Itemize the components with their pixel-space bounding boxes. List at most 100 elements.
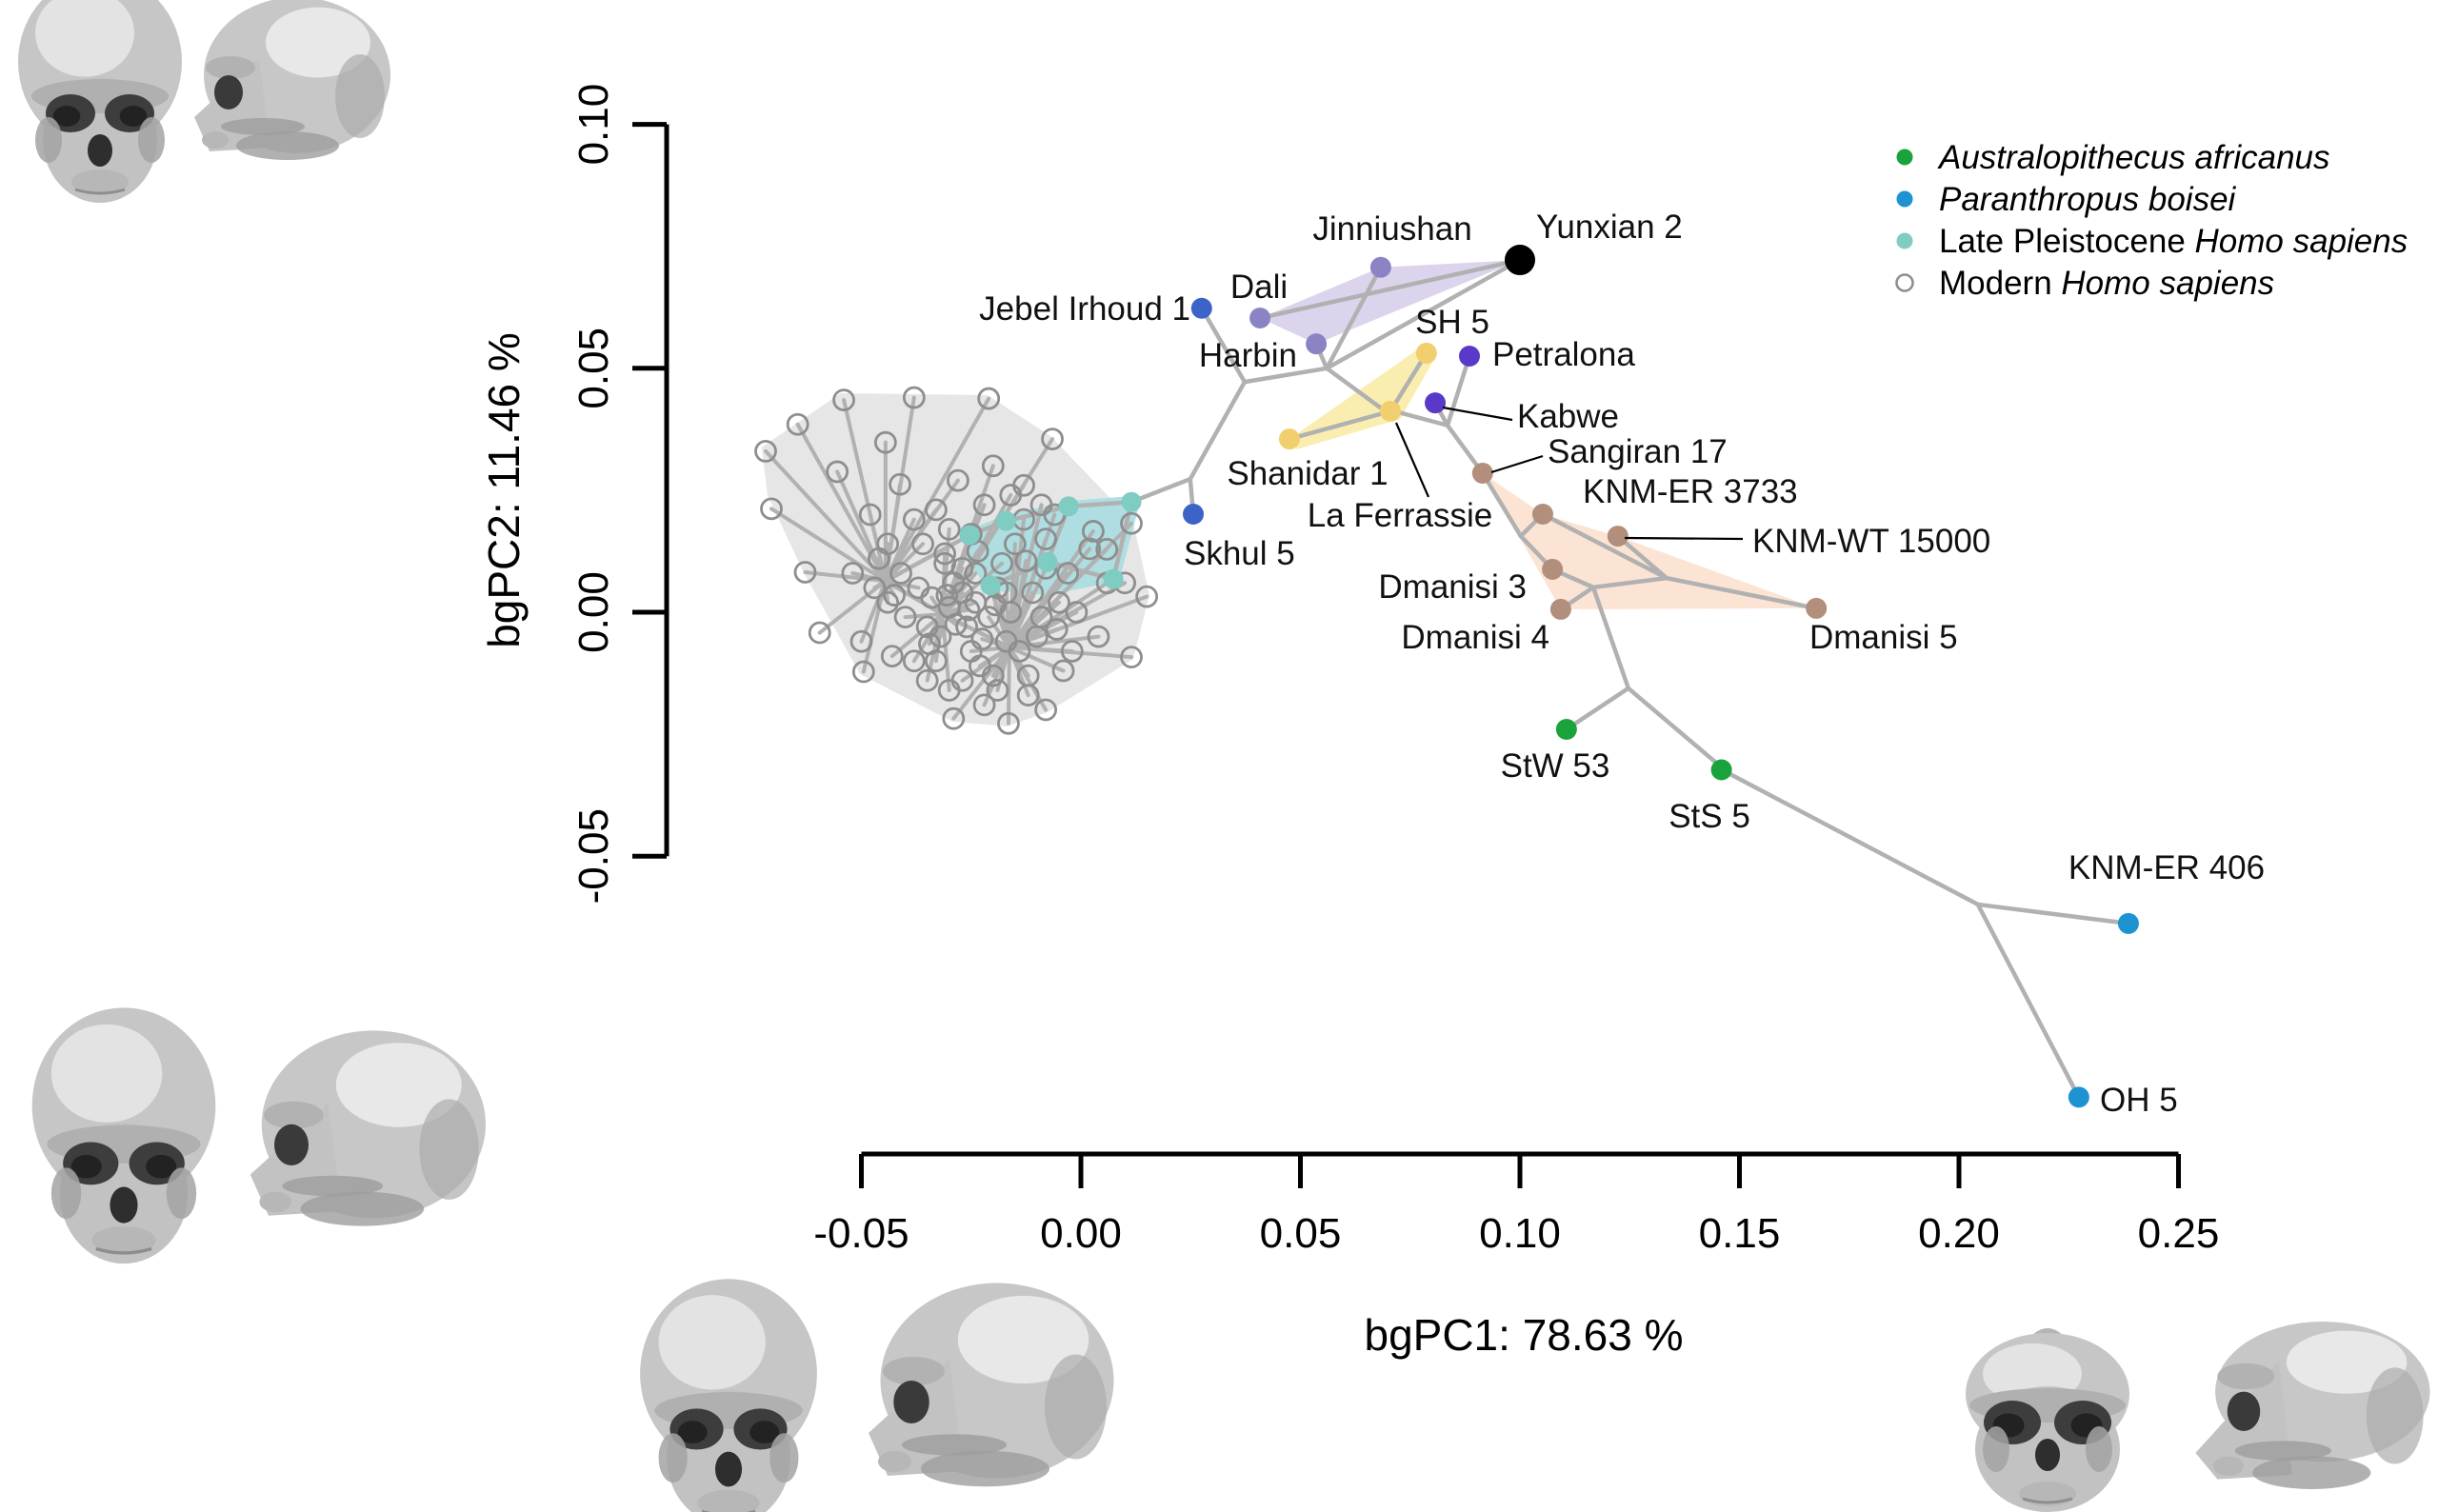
orbit — [274, 1124, 309, 1165]
legend-item-1: Paranthropus boisei — [1896, 181, 2237, 218]
modern-homo-sapiens-point — [1048, 590, 1070, 614]
vault-highlight — [266, 7, 370, 78]
modern-homo-sapiens-point — [970, 627, 994, 651]
vault-highlight — [957, 1295, 1089, 1384]
tree-edge — [1540, 511, 1669, 581]
modern-homo-sapiens-point — [984, 593, 1008, 617]
legend-marker-dot — [1896, 232, 1913, 249]
late-pleistocene-point — [1103, 568, 1124, 589]
zygomatic-arch — [902, 1434, 1007, 1456]
modern-homo-sapiens-point — [902, 386, 926, 409]
legend-item-2: Late Pleistocene Homo sapiens — [1896, 223, 2408, 260]
alveolar-line — [2022, 1497, 2073, 1504]
specimen-label-dmanisi-5: Dmanisi 5 — [1809, 619, 1958, 656]
skull-bottom-center-frontal — [640, 1279, 817, 1512]
legend-item-0: Australopithecus africanus — [1896, 139, 2330, 176]
leader-line-la-ferrassie — [1394, 422, 1430, 498]
specimen-label-shanidar-1: Shanidar 1 — [1227, 455, 1388, 492]
tree-edge — [883, 507, 938, 584]
modern-homo-sapiens-point — [1060, 640, 1084, 663]
modern-homo-sapiens-point — [893, 606, 917, 629]
tree-edge — [1007, 634, 1101, 649]
maxilla — [2212, 1456, 2244, 1477]
modern-homo-sapiens-point — [889, 472, 911, 496]
tree-edge — [1975, 902, 2131, 926]
modern-homo-sapiens-point — [841, 562, 865, 585]
maxilla — [878, 1450, 911, 1473]
modern-homo-sapiens-point — [977, 606, 1001, 629]
x-tick-label: 0.05 — [1260, 1210, 1342, 1257]
late-pleistocene-point — [980, 575, 1001, 596]
dental-arcade — [91, 1225, 156, 1255]
tree-edge — [883, 542, 890, 584]
x-tick-label: 0.00 — [1040, 1210, 1122, 1257]
modern-homo-sapiens-point — [876, 590, 900, 614]
modern-homo-sapiens-point — [873, 430, 897, 454]
modern-homo-sapiens-point — [964, 562, 988, 585]
modern-homo-sapiens-point — [1135, 585, 1159, 608]
late-pleistocene-point — [1037, 551, 1058, 572]
zygomatic-shade — [2086, 1426, 2112, 1472]
modern-homo-sapiens-point — [957, 598, 981, 622]
tree-edge — [835, 469, 888, 584]
tree-edge — [951, 645, 1011, 721]
modern-homo-sapiens-point — [955, 615, 979, 639]
skull-top-left-lateral — [194, 0, 390, 160]
modern-homo-sapiens-point — [1041, 428, 1064, 450]
tree-edge — [1975, 902, 2082, 1100]
tree-edge — [1590, 575, 1669, 590]
tree-edge — [1445, 353, 1472, 428]
legend: Australopithecus africanus Paranthropus b… — [1895, 139, 2408, 302]
occipital-shade — [335, 54, 385, 138]
modern-homo-sapiens-point — [1016, 664, 1040, 687]
specimen-label-dmanisi-4: Dmanisi 4 — [1401, 619, 1549, 656]
specimen-label-dali: Dali — [1230, 269, 1288, 306]
specimen-point-kabwe — [1425, 392, 1447, 414]
zygomatic-shade — [658, 1433, 688, 1483]
orbit-shadow — [146, 1154, 177, 1179]
modern-homo-sapiens-point — [924, 498, 948, 522]
y-tick-label: 0.00 — [570, 571, 617, 653]
specimen-point-sh-5 — [1415, 342, 1437, 364]
orbit-shadow — [70, 1154, 102, 1179]
tree-edge — [1045, 559, 1116, 582]
zygomatic-shade — [166, 1167, 197, 1220]
occipital-shade — [2366, 1367, 2424, 1464]
tree-edge — [1324, 265, 1384, 371]
modern-homo-sapiens-point — [933, 542, 956, 566]
specimen-point-harbin — [1306, 333, 1328, 355]
modern-homo-sapiens-point — [1120, 646, 1143, 669]
modern-homo-sapiens-point — [858, 503, 882, 527]
specimen-label-sangiran-17: Sangiran 17 — [1548, 433, 1728, 470]
group-leader-lines — [1394, 406, 1744, 541]
orbit — [214, 75, 243, 109]
modern-homo-sapiens-point — [918, 632, 941, 656]
late-pleistocene-point — [1121, 491, 1142, 512]
specimen-point-jinniushan — [1369, 256, 1391, 278]
specimen-point-dmanisi-5 — [1806, 597, 1828, 619]
specimen-label-kabwe: Kabwe — [1517, 398, 1619, 435]
orbit-shadow — [749, 1421, 780, 1444]
leader-line-knm-wt-15000 — [1624, 536, 1744, 541]
zygomatic-shade — [769, 1433, 799, 1483]
tree-edge — [1324, 366, 1383, 410]
occipital-shade — [419, 1099, 479, 1200]
tree-edge — [988, 559, 1050, 588]
modern-homo-sapiens-point — [911, 532, 934, 556]
cranial-base-shade — [921, 1450, 1049, 1487]
modern-homo-sapiens-point — [889, 562, 912, 585]
specimen-label-dmanisi-3: Dmanisi 3 — [1378, 568, 1527, 606]
skull-middle-left-frontal — [31, 1007, 216, 1264]
modern-homo-sapiens-point — [977, 387, 1001, 410]
orbit — [2227, 1391, 2261, 1432]
modern-homo-sapiens-point — [1034, 527, 1058, 551]
brow-ridge — [2217, 1363, 2275, 1390]
specimen-label-knm-wt-15000: KNM-WT 15000 — [1752, 523, 1990, 560]
tree-edge — [1129, 476, 1193, 505]
x-axis-title: bgPC1: 78.63 % — [1364, 1310, 1683, 1360]
orbit-shadow — [52, 106, 81, 127]
modern-homo-sapiens-point — [1008, 640, 1031, 663]
modern-homo-sapiens-point — [1003, 532, 1027, 556]
legend-marker-dot — [1896, 149, 1913, 166]
specimen-point-knm-er-3733 — [1531, 504, 1553, 526]
